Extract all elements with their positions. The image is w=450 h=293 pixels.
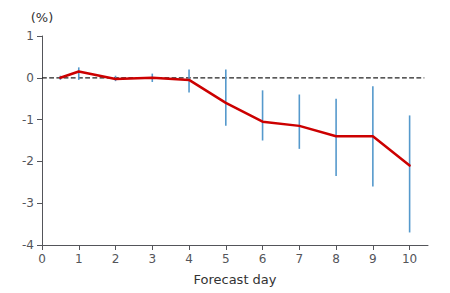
svg-text:-2: -2 xyxy=(22,154,34,168)
svg-text:3: 3 xyxy=(148,252,156,266)
svg-text:1: 1 xyxy=(26,29,34,43)
svg-text:9: 9 xyxy=(369,252,377,266)
svg-text:0: 0 xyxy=(26,71,34,85)
svg-text:Forecast day: Forecast day xyxy=(193,272,276,287)
svg-text:5: 5 xyxy=(222,252,230,266)
svg-text:4: 4 xyxy=(185,252,193,266)
svg-text:8: 8 xyxy=(332,252,340,266)
svg-text:1: 1 xyxy=(75,252,83,266)
svg-text:(%): (%) xyxy=(31,10,54,25)
svg-text:0: 0 xyxy=(38,252,46,266)
svg-text:-3: -3 xyxy=(22,196,34,210)
svg-text:6: 6 xyxy=(259,252,267,266)
svg-text:10: 10 xyxy=(402,252,417,266)
svg-text:-4: -4 xyxy=(22,238,34,252)
svg-text:2: 2 xyxy=(112,252,120,266)
svg-text:-1: -1 xyxy=(22,113,34,127)
svg-text:7: 7 xyxy=(296,252,304,266)
